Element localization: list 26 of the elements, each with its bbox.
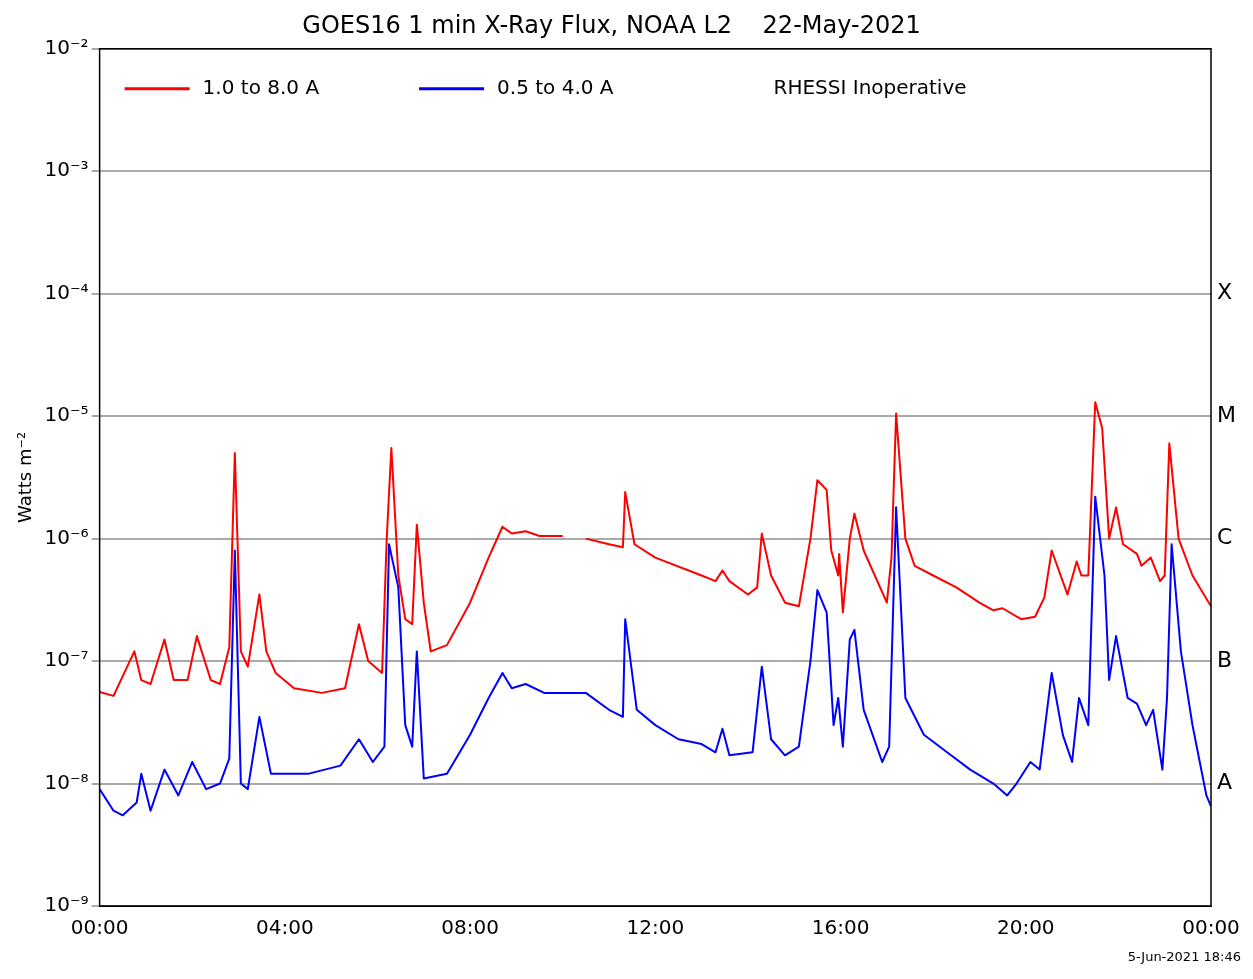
x-tick-label: 04:00 <box>256 915 314 940</box>
x-tick-label: 00:00 <box>70 915 129 940</box>
text: B <box>1217 646 1233 672</box>
text: M <box>1217 401 1236 427</box>
y-tick-label: 10⁻⁶ <box>44 524 89 549</box>
x-tick-label: 16:00 <box>811 915 870 940</box>
y-tick-label: 10⁻⁷ <box>44 647 89 672</box>
text: A <box>1217 769 1233 795</box>
y-axis-title: Watts m⁻² <box>14 431 36 523</box>
x-tick-label: 12:00 <box>626 915 685 940</box>
y-tick-label: 10⁻⁹ <box>44 892 89 917</box>
legend-label: 1.0 to 8.0 A <box>202 75 320 99</box>
text: X <box>1217 279 1233 305</box>
y-tick-label: 10⁻² <box>44 35 89 59</box>
text: 5-Jun-2021 18:46 <box>1127 949 1241 965</box>
y-tick-label: 10⁻⁸ <box>44 769 89 794</box>
y-tick-label: 10⁻⁴ <box>44 279 89 304</box>
x-tick-label: 08:00 <box>441 915 499 940</box>
y-tick-label: 10⁻³ <box>44 157 89 182</box>
annotation: RHESSI Inoperative <box>773 75 967 99</box>
text: C <box>1217 524 1233 550</box>
legend-label: 0.5 to 4.0 A <box>497 75 614 99</box>
chart-title: GOES16 1 min X-Ray Flux, NOAA L2 22-May-2021 <box>302 10 921 39</box>
x-tick-label: 20:00 <box>996 915 1055 940</box>
y-tick-label: 10⁻⁵ <box>44 402 89 427</box>
x-tick-label: 00:00 <box>1182 915 1240 940</box>
